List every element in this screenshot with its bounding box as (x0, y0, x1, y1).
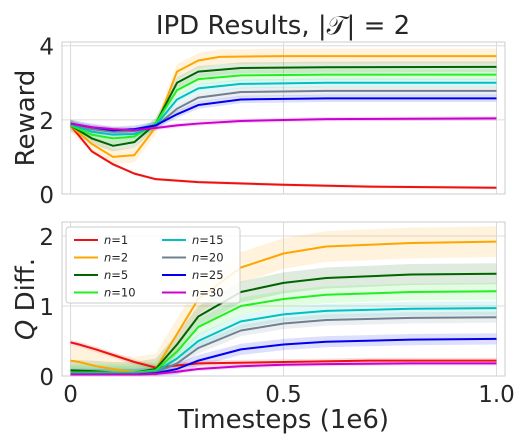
series-line-n=30 (70, 117, 497, 132)
series-line-n=10 (70, 73, 497, 140)
series-band-n=5 (70, 263, 497, 376)
y-axis-label: Q Diff. (11, 258, 41, 340)
plot-frame (61, 221, 506, 377)
chart-title: IPD Results, |𝒯| = 2 (156, 11, 410, 41)
series-line-n=1 (69, 124, 497, 189)
legend-label-symbol: n (192, 286, 199, 300)
x-axis-label: Timesteps (1e6) (177, 405, 389, 435)
legend-label-value: =2 (111, 251, 128, 265)
legend-label-symbol: n (192, 233, 199, 247)
series-band-n=2 (70, 48, 497, 165)
y-tick-label: 2 (39, 225, 54, 251)
series-line-n=30 (70, 362, 497, 376)
series-line-n=5 (69, 65, 497, 147)
legend-label-value: =20 (199, 251, 223, 265)
legend-label-symbol: n (192, 251, 199, 265)
series-band-n=30 (70, 116, 497, 133)
legend-label-n=25: n=25 (192, 268, 224, 282)
legend-label-value: =10 (111, 286, 135, 300)
legend-label-symbol: n (192, 268, 199, 282)
y-tick-label: 0 (39, 365, 54, 391)
y-axis-label-symbol: Q (11, 320, 41, 340)
plot-frame (61, 41, 506, 195)
legend-label-n=15: n=15 (192, 233, 224, 247)
series-line-n=15 (70, 81, 497, 136)
legend-label-n=20: n=20 (192, 251, 224, 265)
y-tick-label: 4 (39, 35, 54, 61)
legend-label-value: =1 (111, 233, 128, 247)
legend-label-value: =5 (111, 268, 128, 282)
legend-label-n=1: n=1 (104, 233, 128, 247)
x-tick-label: 1.0 (478, 382, 515, 408)
legend-label-n=30: n=30 (192, 286, 224, 300)
x-tick-label: 0 (63, 382, 78, 408)
y-tick-label: 0 (39, 183, 54, 209)
y-axis-label: Reward (11, 70, 41, 167)
series-band-n=20 (70, 311, 497, 376)
legend-label-value: =30 (199, 286, 223, 300)
legend-label-symbol: n (104, 251, 111, 265)
legend-label-n=5: n=5 (104, 268, 128, 282)
legend-label-symbol: n (104, 286, 111, 300)
series-band-n=15 (70, 78, 497, 140)
legend-label-symbol: n (104, 233, 111, 247)
y-tick-label: 1 (39, 295, 54, 321)
reward-panel: 0 2 4 Reward (11, 35, 506, 209)
legend-label-value: =15 (199, 233, 223, 247)
legend-label-n=10: n=10 (104, 286, 136, 300)
x-tick-label: 0.5 (265, 382, 302, 408)
series-line-n=20 (70, 89, 497, 133)
legend-label-symbol: n (104, 268, 111, 282)
series-band-n=10 (70, 69, 497, 144)
series-line-n=2 (70, 240, 497, 374)
legend-box (65, 226, 241, 304)
legend-label-n=2: n=2 (104, 251, 128, 265)
legend-label-value: =25 (199, 268, 223, 282)
series-line-n=2 (69, 55, 497, 158)
y-axis-label-rest: Diff. (11, 258, 41, 320)
y-tick-label: 2 (39, 109, 54, 135)
series-band-n=2 (70, 226, 497, 376)
